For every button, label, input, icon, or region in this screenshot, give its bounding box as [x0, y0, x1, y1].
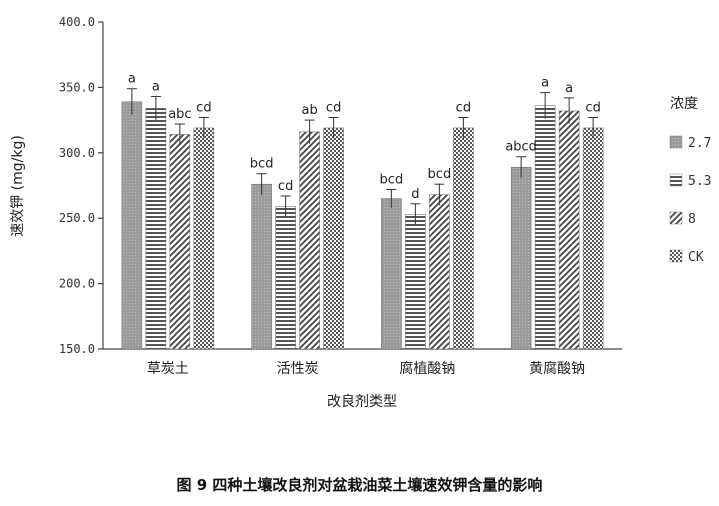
data-label: a: [152, 80, 160, 95]
data-label: cd: [456, 100, 471, 115]
data-label: d: [411, 187, 419, 202]
bar: [299, 131, 320, 350]
bars: [121, 101, 604, 350]
bar: [558, 110, 580, 350]
bar: [453, 127, 474, 350]
x-tick-label: 腐植酸钠: [399, 360, 455, 377]
y-tick-label: 200.0: [59, 277, 95, 291]
bar: [193, 127, 215, 350]
data-label: abc: [168, 107, 191, 122]
legend-label: 5.3: [688, 174, 711, 189]
y-tick-label: 400.0: [59, 15, 95, 29]
x-tick-label: 活性炭: [277, 361, 319, 377]
legend-label: CK: [688, 250, 704, 265]
data-label: cd: [326, 100, 341, 115]
data-label: a: [541, 76, 549, 91]
y-ticks: 150.0 200.0 250.0 300.0 350.0 400.0: [59, 15, 103, 356]
data-label: cd: [585, 100, 600, 115]
x-axis-title: 改良剂类型: [327, 394, 397, 410]
x-tick-label: 草炭土: [147, 361, 189, 377]
data-label: cd: [278, 179, 293, 194]
bar: [534, 105, 556, 350]
figure-caption: 图 9 四种土壤改良剂对盆栽油菜土壤速效钾含量的影响: [176, 476, 543, 494]
legend-label: 2.7: [688, 136, 711, 151]
legend: 浓度 2.7 5.3 8 CK: [669, 96, 711, 265]
bar: [381, 198, 402, 350]
y-tick-label: 300.0: [59, 146, 95, 160]
bar-chart: 150.0 200.0 250.0 300.0 350.0 400.0 草炭土 活性炭 腐植酸…: [10, 15, 711, 410]
bar: [510, 166, 532, 350]
data-label: bcd: [250, 157, 274, 172]
data-label: cd: [196, 100, 211, 115]
bar: [121, 101, 143, 350]
error-bars: [126, 88, 599, 225]
y-tick-label: 150.0: [59, 342, 95, 356]
data-label: bcd: [428, 167, 452, 182]
bar: [275, 206, 296, 350]
legend-swatch: [669, 173, 683, 187]
bar: [582, 127, 604, 350]
bar: [145, 108, 167, 350]
bar: [429, 194, 450, 350]
x-ticks: 草炭土 活性炭 腐植酸钠 黄腐酸钠: [147, 360, 585, 377]
legend-title: 浓度: [670, 96, 698, 112]
legend-label: 8: [688, 212, 696, 227]
data-label: abcd: [505, 140, 537, 155]
data-label: a: [565, 81, 573, 96]
legend-swatch: [669, 135, 683, 149]
legend-swatch: [669, 249, 683, 263]
y-tick-label: 250.0: [59, 211, 95, 225]
y-axis-title: 速效钾 (mg/kg): [10, 135, 26, 237]
data-label: ab: [302, 103, 318, 118]
y-tick-label: 350.0: [59, 80, 95, 94]
bar: [251, 183, 272, 350]
bar: [405, 214, 426, 350]
data-label: bcd: [380, 172, 404, 187]
data-label: a: [128, 72, 136, 87]
legend-swatch: [669, 211, 683, 225]
x-tick-label: 黄腐酸钠: [529, 360, 585, 377]
bar: [323, 127, 344, 350]
bar: [169, 134, 191, 350]
